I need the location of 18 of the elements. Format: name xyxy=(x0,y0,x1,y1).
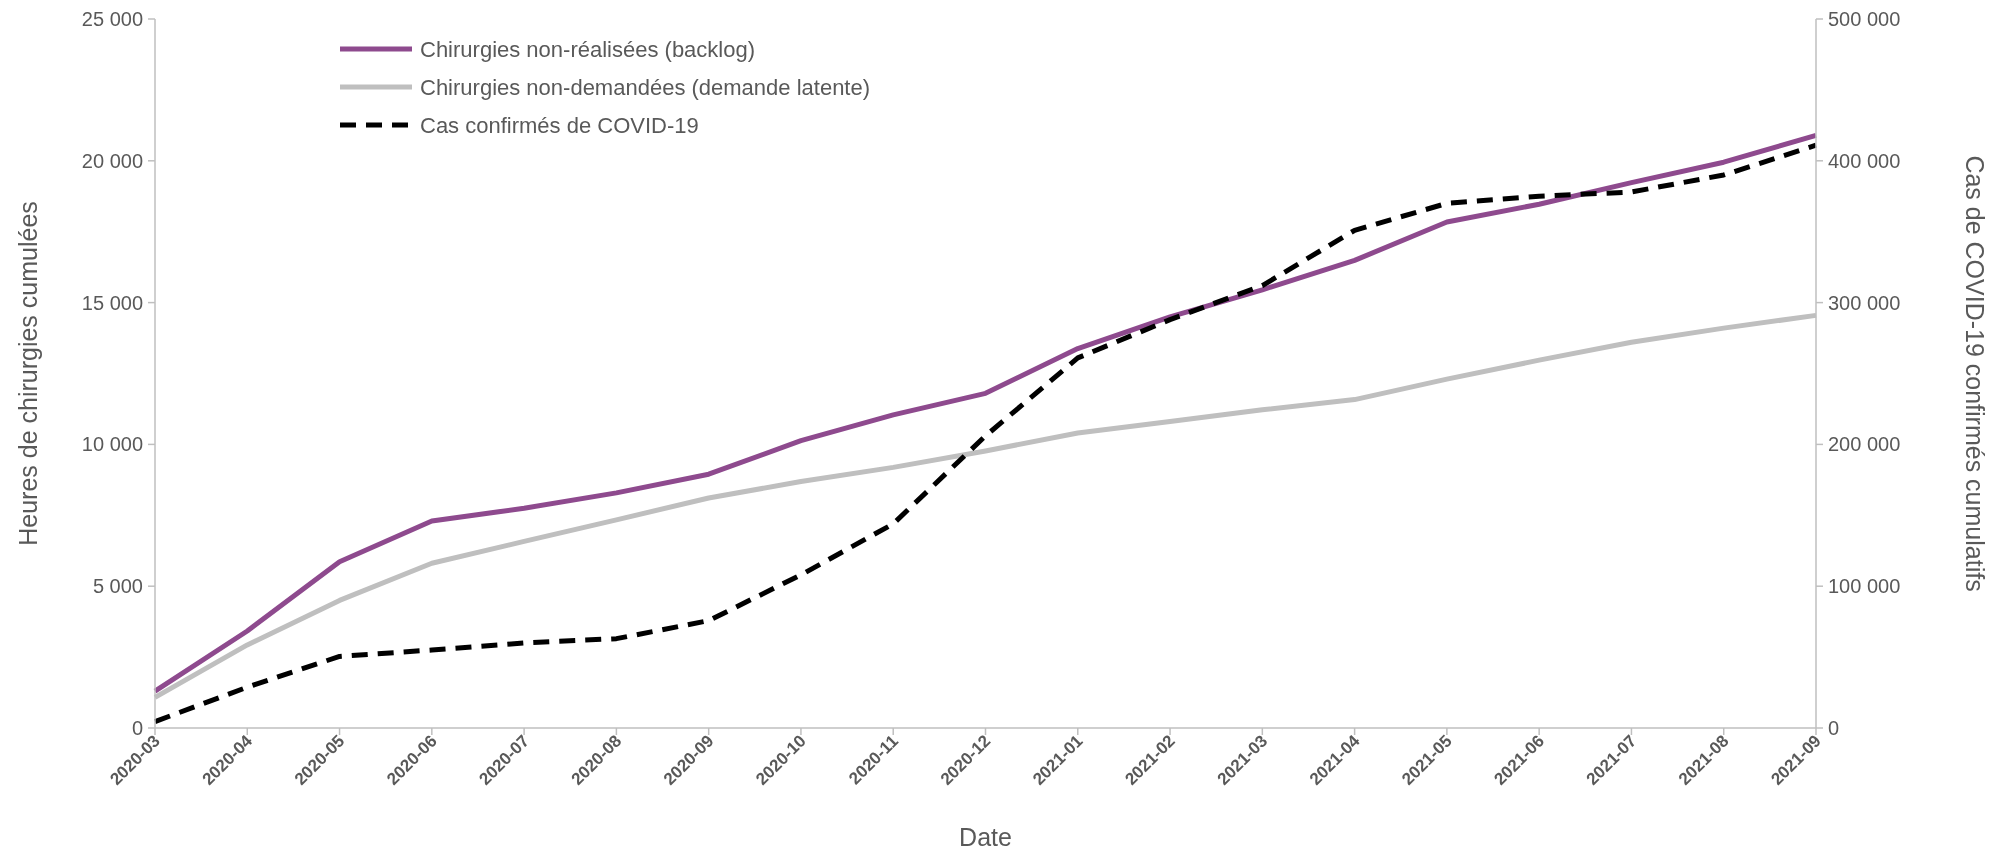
y-axis-title: Heures de chirurgies cumulées xyxy=(14,201,42,546)
y-tick-label: 5 000 xyxy=(92,575,143,598)
y2-tick-label: 100 000 xyxy=(1828,575,1901,598)
y2-tick-label: 200 000 xyxy=(1828,433,1901,456)
y-tick-label: 10 000 xyxy=(81,433,143,456)
y2-tick-label: 500 000 xyxy=(1828,8,1901,30)
y2-tick-label: 0 xyxy=(1828,717,1840,739)
y-tick-label: 25 000 xyxy=(81,8,143,30)
legend-label: Chirurgies non-demandées (demande latente) xyxy=(420,74,871,100)
legend-label: Cas confirmés de COVID-19 xyxy=(420,112,699,138)
y-tick-label: 0 xyxy=(131,717,143,739)
y2-axis-title: Cas de COVID-19 confirmés cumulatifs xyxy=(1961,155,1989,592)
x-axis-title: Date xyxy=(959,823,1012,851)
y2-tick-label: 300 000 xyxy=(1828,291,1901,314)
y2-tick-label: 400 000 xyxy=(1828,149,1901,172)
y-tick-label: 20 000 xyxy=(81,149,143,172)
y-tick-label: 15 000 xyxy=(81,291,143,314)
legend-label: Chirurgies non-réalisées (backlog) xyxy=(420,36,756,62)
